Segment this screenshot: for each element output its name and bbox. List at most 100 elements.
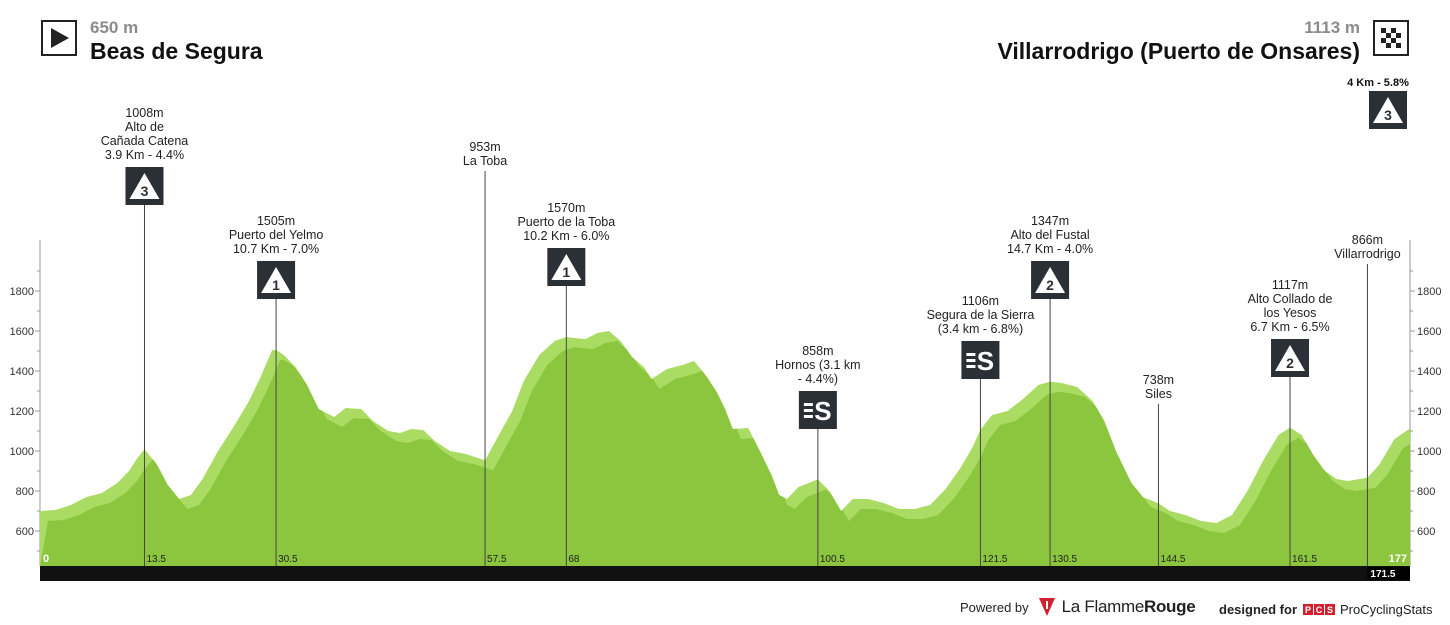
marker-label: 6.7 Km - 6.5% bbox=[1250, 320, 1329, 334]
mountain-icon bbox=[261, 267, 292, 293]
y-tick-label-left: 1600 bbox=[10, 326, 34, 338]
distance-bar bbox=[40, 566, 1410, 581]
finish-climb-label: 4 Km - 5.8% 3 bbox=[1347, 77, 1409, 129]
climb-category: 1 bbox=[562, 264, 570, 280]
start-flag-icon bbox=[41, 20, 77, 56]
y-tick-label-left: 1000 bbox=[10, 446, 34, 458]
marker-label: Siles bbox=[1145, 387, 1172, 401]
sprint-icon bbox=[803, 409, 813, 412]
mountain-icon bbox=[1275, 345, 1306, 371]
pcs-letter: S bbox=[1325, 604, 1336, 615]
sprint-icon bbox=[803, 403, 813, 406]
mountain-icon bbox=[129, 173, 160, 199]
km-marker-label: 30.5 bbox=[278, 554, 298, 565]
flamme-rouge-brand: La FlammeRouge bbox=[1062, 597, 1196, 617]
y-tick-label-left: 1200 bbox=[10, 406, 34, 418]
marker-label: Villarrodrigo bbox=[1334, 247, 1401, 261]
pcs-letter: P bbox=[1303, 604, 1314, 615]
marker-label: Puerto del Yelmo bbox=[229, 228, 324, 242]
pcs-logo-icon: P C S bbox=[1303, 604, 1336, 615]
stage-finish-header: 1113 m Villarrodrigo (Puerto de Onsares) bbox=[997, 18, 1360, 64]
climb-category: 2 bbox=[1046, 277, 1054, 293]
marker-label: Alto del Fustal bbox=[1010, 228, 1089, 242]
km-marker-label: 13.5 bbox=[146, 554, 166, 565]
sprint-icon bbox=[966, 353, 976, 356]
y-tick-label-right: 1600 bbox=[1417, 326, 1441, 338]
climb-category: 3 bbox=[141, 183, 149, 199]
sprint-icon bbox=[966, 365, 976, 368]
marker-label: Puerto de la Toba bbox=[517, 215, 615, 229]
sprint-icon-letter: S bbox=[814, 396, 831, 426]
finish-altitude: 1113 m bbox=[1304, 18, 1360, 37]
marker-label: La Toba bbox=[463, 154, 507, 168]
marker-elevation: 1117m bbox=[1272, 278, 1308, 292]
pcs-name: ProCyclingStats bbox=[1340, 602, 1433, 617]
mountain-icon bbox=[551, 254, 582, 280]
brand-bold: Rouge bbox=[1143, 597, 1196, 616]
marker-elevation: 1008m bbox=[125, 106, 163, 120]
y-tick-label-right: 800 bbox=[1417, 486, 1435, 498]
marker-label: Alto de bbox=[125, 120, 164, 134]
km-remaining-box bbox=[1367, 567, 1410, 580]
km-marker-label: 130.5 bbox=[1052, 554, 1077, 565]
y-tick-label-right: 600 bbox=[1417, 526, 1435, 538]
climb-category: 2 bbox=[1286, 355, 1294, 371]
mountain-icon bbox=[1373, 97, 1403, 123]
marker-label: - 4.4%) bbox=[798, 372, 838, 386]
start-town: Beas de Segura bbox=[90, 38, 263, 64]
powered-by-credit: Powered by La FlammeRouge bbox=[960, 597, 1196, 617]
y-tick-label-left: 800 bbox=[16, 486, 34, 498]
marker-label: 10.7 Km - 7.0% bbox=[233, 242, 319, 256]
pcs-letter: C bbox=[1314, 604, 1325, 615]
marker-label: (3.4 km - 6.8%) bbox=[938, 322, 1023, 336]
brand-light: La Flamme bbox=[1061, 597, 1145, 616]
climb-category: 3 bbox=[1384, 107, 1392, 123]
marker-elevation: 858m bbox=[802, 344, 833, 358]
marker-label: Segura de la Sierra bbox=[927, 308, 1035, 322]
km-marker-label: 68 bbox=[568, 554, 580, 565]
marker-label: 14.7 Km - 4.0% bbox=[1007, 242, 1093, 256]
finish-town: Villarrodrigo (Puerto de Onsares) bbox=[997, 38, 1360, 64]
marker-label: 3.9 Km - 4.4% bbox=[105, 148, 184, 162]
profile-area bbox=[40, 341, 1410, 566]
marker-elevation: 738m bbox=[1143, 373, 1174, 387]
y-tick-label-left: 600 bbox=[16, 526, 34, 538]
marker-label: 10.2 Km - 6.0% bbox=[523, 229, 609, 243]
stage-start-header: 650 m Beas de Segura bbox=[90, 18, 263, 64]
y-tick-label-right: 1400 bbox=[1417, 366, 1441, 378]
powered-by-text: Powered by bbox=[960, 599, 1029, 615]
y-tick-label-left: 1400 bbox=[10, 366, 34, 378]
marker-label: Cañada Catena bbox=[101, 134, 189, 148]
marker-elevation: 866m bbox=[1352, 233, 1383, 247]
designed-for-text: designed for bbox=[1219, 602, 1298, 617]
start-altitude: 650 m bbox=[90, 18, 139, 37]
km-start-label: 0 bbox=[43, 553, 49, 565]
marker-elevation: 1347m bbox=[1031, 214, 1069, 228]
km-marker-label: 100.5 bbox=[820, 554, 845, 565]
finish-climb-stats: 4 Km - 5.8% bbox=[1347, 77, 1409, 89]
marker-elevation: 1106m bbox=[962, 294, 999, 308]
designed-for-credit: designed for P C S ProCyclingStats bbox=[1219, 602, 1433, 617]
y-tick-label-left: 1800 bbox=[10, 286, 34, 298]
marker-elevation: 1505m bbox=[257, 214, 295, 228]
marker-label: los Yesos bbox=[1264, 306, 1317, 320]
mountain-icon bbox=[1035, 267, 1066, 293]
km-end-label: 177 bbox=[1389, 553, 1407, 565]
km-remaining-label: 171.5 bbox=[1370, 569, 1395, 580]
km-marker-label: 121.5 bbox=[982, 554, 1007, 565]
marker-elevation: 1570m bbox=[547, 201, 585, 215]
sprint-icon bbox=[966, 359, 976, 362]
marker-label: Alto Collado de bbox=[1248, 292, 1333, 306]
flamme-rouge-logo-icon bbox=[1038, 598, 1055, 616]
